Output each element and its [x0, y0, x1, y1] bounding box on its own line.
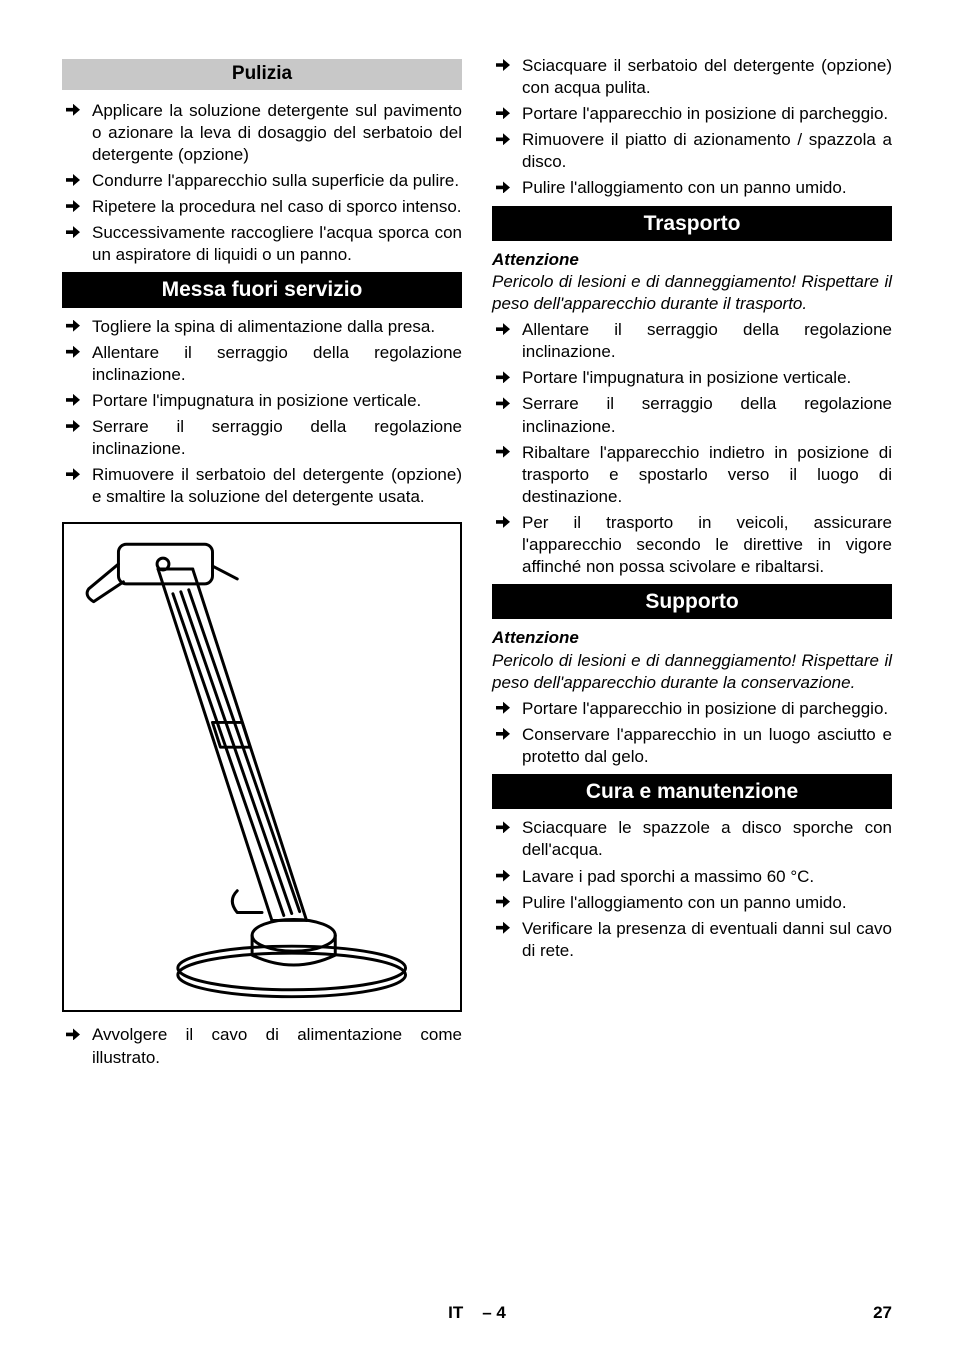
list-messa: Togliere la spina di alimentazione dalla…	[62, 316, 462, 509]
list-item: Portare l'apparecchio in posizione di pa…	[492, 698, 892, 720]
list-item: Applicare la soluzione detergente sul pa…	[62, 100, 462, 166]
list-cura: Sciacquare le spazzole a disco sporche c…	[492, 817, 892, 962]
list-item: Portare l'impugnatura in posizione verti…	[62, 390, 462, 412]
list-item: Serrare il serraggio della regolazione i…	[492, 393, 892, 437]
list-item: Portare l'apparecchio in posizione di pa…	[492, 103, 892, 125]
list-item: Successivamente raccogliere l'acqua spor…	[62, 222, 462, 266]
list-item: Pulire l'alloggiamento con un panno umid…	[492, 892, 892, 914]
warning-title: Attenzione	[492, 627, 892, 649]
list-item: Togliere la spina di alimentazione dalla…	[62, 316, 462, 338]
list-item: Conservare l'apparecchio in un luogo asc…	[492, 724, 892, 768]
list-item: Ribaltare l'apparecchio indietro in posi…	[492, 442, 892, 508]
list-item: Sciacquare il serbatoio del detergente (…	[492, 55, 892, 99]
footer-lang: IT	[448, 1303, 463, 1322]
list-item: Serrare il serraggio della regolazione i…	[62, 416, 462, 460]
list-item: Per il trasporto in veicoli, assicurare …	[492, 512, 892, 578]
heading-pulizia: Pulizia	[62, 59, 462, 90]
list-item: Rimuovere il serbatoio del detergente (o…	[62, 464, 462, 508]
heading-supporto: Supporto	[492, 584, 892, 619]
list-supporto: Portare l'apparecchio in posizione di pa…	[492, 698, 892, 768]
list-top-right: Sciacquare il serbatoio del detergente (…	[492, 55, 892, 200]
heading-cura: Cura e manutenzione	[492, 774, 892, 809]
heading-trasporto: Trasporto	[492, 206, 892, 241]
left-column: Pulizia Applicare la soluzione detergent…	[62, 55, 462, 1075]
list-trasporto: Allentare il serraggio della regolazione…	[492, 319, 892, 578]
warning-text: Pericolo di lesioni e di danneggiamento!…	[492, 271, 892, 315]
list-item: Rimuovere il piatto di azionamento / spa…	[492, 129, 892, 173]
list-item: Allentare il serraggio della regolazione…	[62, 342, 462, 386]
list-pulizia: Applicare la soluzione detergente sul pa…	[62, 100, 462, 267]
list-item: Sciacquare le spazzole a disco sporche c…	[492, 817, 892, 861]
appliance-diagram	[62, 522, 462, 1012]
list-item: Portare l'impugnatura in posizione verti…	[492, 367, 892, 389]
right-column: Sciacquare il serbatoio del detergente (…	[492, 55, 892, 1075]
footer-page-rel: – 4	[482, 1303, 506, 1322]
page-footer: IT – 4 27	[0, 1302, 954, 1324]
footer-page-abs: 27	[873, 1302, 892, 1324]
list-after-diagram: Avvolgere il cavo di alimentazione come …	[62, 1024, 462, 1068]
list-item: Avvolgere il cavo di alimentazione come …	[62, 1024, 462, 1068]
list-item: Verificare la presenza di eventuali dann…	[492, 918, 892, 962]
list-item: Condurre l'apparecchio sulla superficie …	[62, 170, 462, 192]
warning-title: Attenzione	[492, 249, 892, 271]
list-item: Pulire l'alloggiamento con un panno umid…	[492, 177, 892, 199]
list-item: Allentare il serraggio della regolazione…	[492, 319, 892, 363]
list-item: Lavare i pad sporchi a massimo 60 °C.	[492, 866, 892, 888]
warning-text: Pericolo di lesioni e di danneggiamento!…	[492, 650, 892, 694]
list-item: Ripetere la procedura nel caso di sporco…	[62, 196, 462, 218]
heading-messa-fuori-servizio: Messa fuori servizio	[62, 272, 462, 307]
